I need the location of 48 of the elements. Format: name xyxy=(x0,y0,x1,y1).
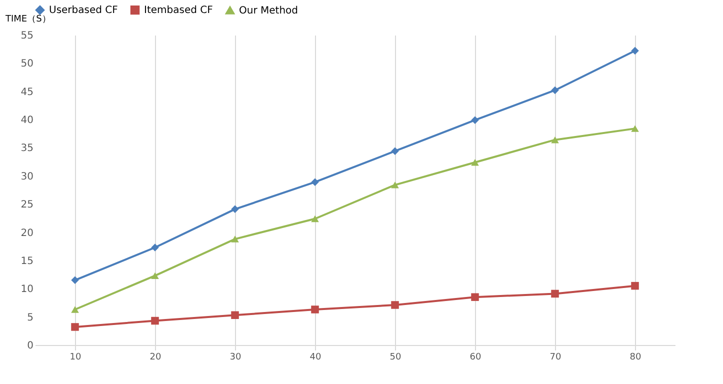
point xyxy=(231,205,239,214)
point xyxy=(551,290,559,298)
point xyxy=(551,86,559,94)
y-tick-label: 25 xyxy=(20,200,34,211)
y-tick-label: 45 xyxy=(20,86,34,98)
x-tick-label: 10 xyxy=(70,352,82,362)
point xyxy=(471,159,479,166)
x-tick-label: 70 xyxy=(550,352,562,362)
y-axis-title: TIME（S） xyxy=(4,14,51,24)
x-tick-label: 60 xyxy=(470,352,482,362)
y-tick-label: 10 xyxy=(20,284,34,296)
y-tick-label: 55 xyxy=(20,30,34,42)
legend-label: Itembased CF xyxy=(144,5,214,16)
point xyxy=(71,276,79,284)
x-tick-label: 20 xyxy=(150,352,162,362)
y-tick-label: 5 xyxy=(27,312,34,324)
legend-label: Userbased CF xyxy=(49,5,118,16)
y-tick-label: 30 xyxy=(20,171,34,182)
y-tick-label: 50 xyxy=(20,58,34,70)
x-tick-label: 80 xyxy=(630,352,642,362)
x-tick-label: 40 xyxy=(310,352,322,362)
point xyxy=(71,323,79,331)
y-tick-label: 15 xyxy=(20,256,34,267)
point xyxy=(311,178,319,186)
point xyxy=(391,182,399,188)
point xyxy=(151,244,159,252)
x-tick-label: 30 xyxy=(230,352,242,362)
x-tick-label: 50 xyxy=(390,352,402,362)
point xyxy=(631,125,639,132)
point xyxy=(391,301,399,309)
point xyxy=(551,136,559,144)
point xyxy=(471,293,479,301)
y-tick-label: 40 xyxy=(20,115,34,126)
point xyxy=(631,282,639,290)
point xyxy=(231,311,239,319)
y-tick-label: 20 xyxy=(20,228,34,239)
y-tick-label: 0 xyxy=(27,340,34,352)
point xyxy=(151,316,159,325)
point xyxy=(311,306,319,314)
point xyxy=(391,147,399,155)
point xyxy=(471,116,479,124)
point xyxy=(311,215,319,222)
point xyxy=(151,272,159,280)
point xyxy=(631,46,639,55)
point xyxy=(71,306,79,313)
point xyxy=(231,236,239,242)
y-tick-label: 35 xyxy=(20,143,34,154)
legend-label: Our Method xyxy=(239,5,298,16)
